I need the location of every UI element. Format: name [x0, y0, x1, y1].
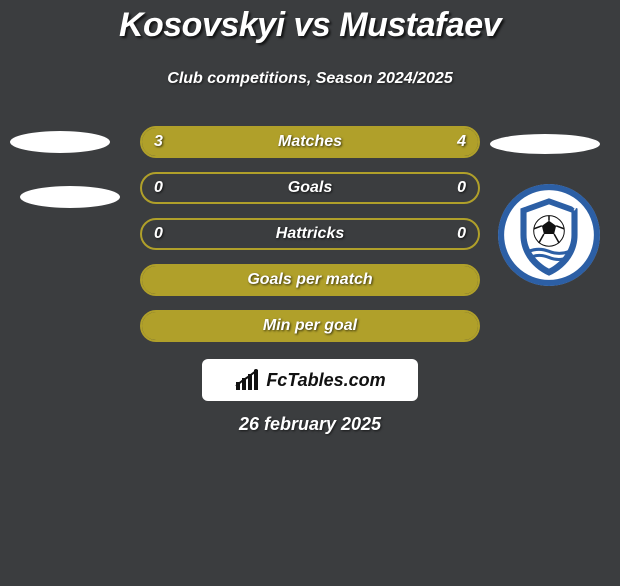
stat-value-left: 0 [154, 225, 163, 243]
bar-chart-icon [234, 368, 262, 392]
stat-row-min-per-goal: Min per goal [140, 310, 480, 342]
stat-value-left: 0 [154, 179, 163, 197]
stat-label: Hattricks [276, 225, 344, 243]
stat-rows: 3 Matches 4 0 Goals 0 0 Hattricks 0 Goal… [140, 6, 480, 586]
stat-value-right: 0 [457, 225, 466, 243]
stat-row-matches: 3 Matches 4 [140, 126, 480, 158]
stat-value-left: 3 [154, 133, 163, 151]
stat-row-goals: 0 Goals 0 [140, 172, 480, 204]
fctables-logo-text: FcTables.com [266, 370, 385, 391]
stat-row-goals-per-match: Goals per match [140, 264, 480, 296]
stat-value-right: 4 [457, 133, 466, 151]
stat-row-hattricks: 0 Hattricks 0 [140, 218, 480, 250]
left-club-mark-2 [20, 186, 120, 208]
fctables-logo: FcTables.com [202, 359, 418, 401]
stat-label: Goals per match [247, 271, 372, 289]
stat-label: Goals [288, 179, 332, 197]
stat-label: Min per goal [263, 317, 357, 335]
right-club-badge: ЧЕРНОМОРЕЦ [498, 184, 600, 286]
right-club-mark-1 [490, 134, 600, 154]
comparison-date: 26 february 2025 [0, 414, 620, 435]
stat-value-right: 0 [457, 179, 466, 197]
club-crest-icon: ЧЕРНОМОРЕЦ [498, 184, 600, 286]
left-club-mark-1 [10, 131, 110, 153]
stat-label: Matches [278, 133, 342, 151]
